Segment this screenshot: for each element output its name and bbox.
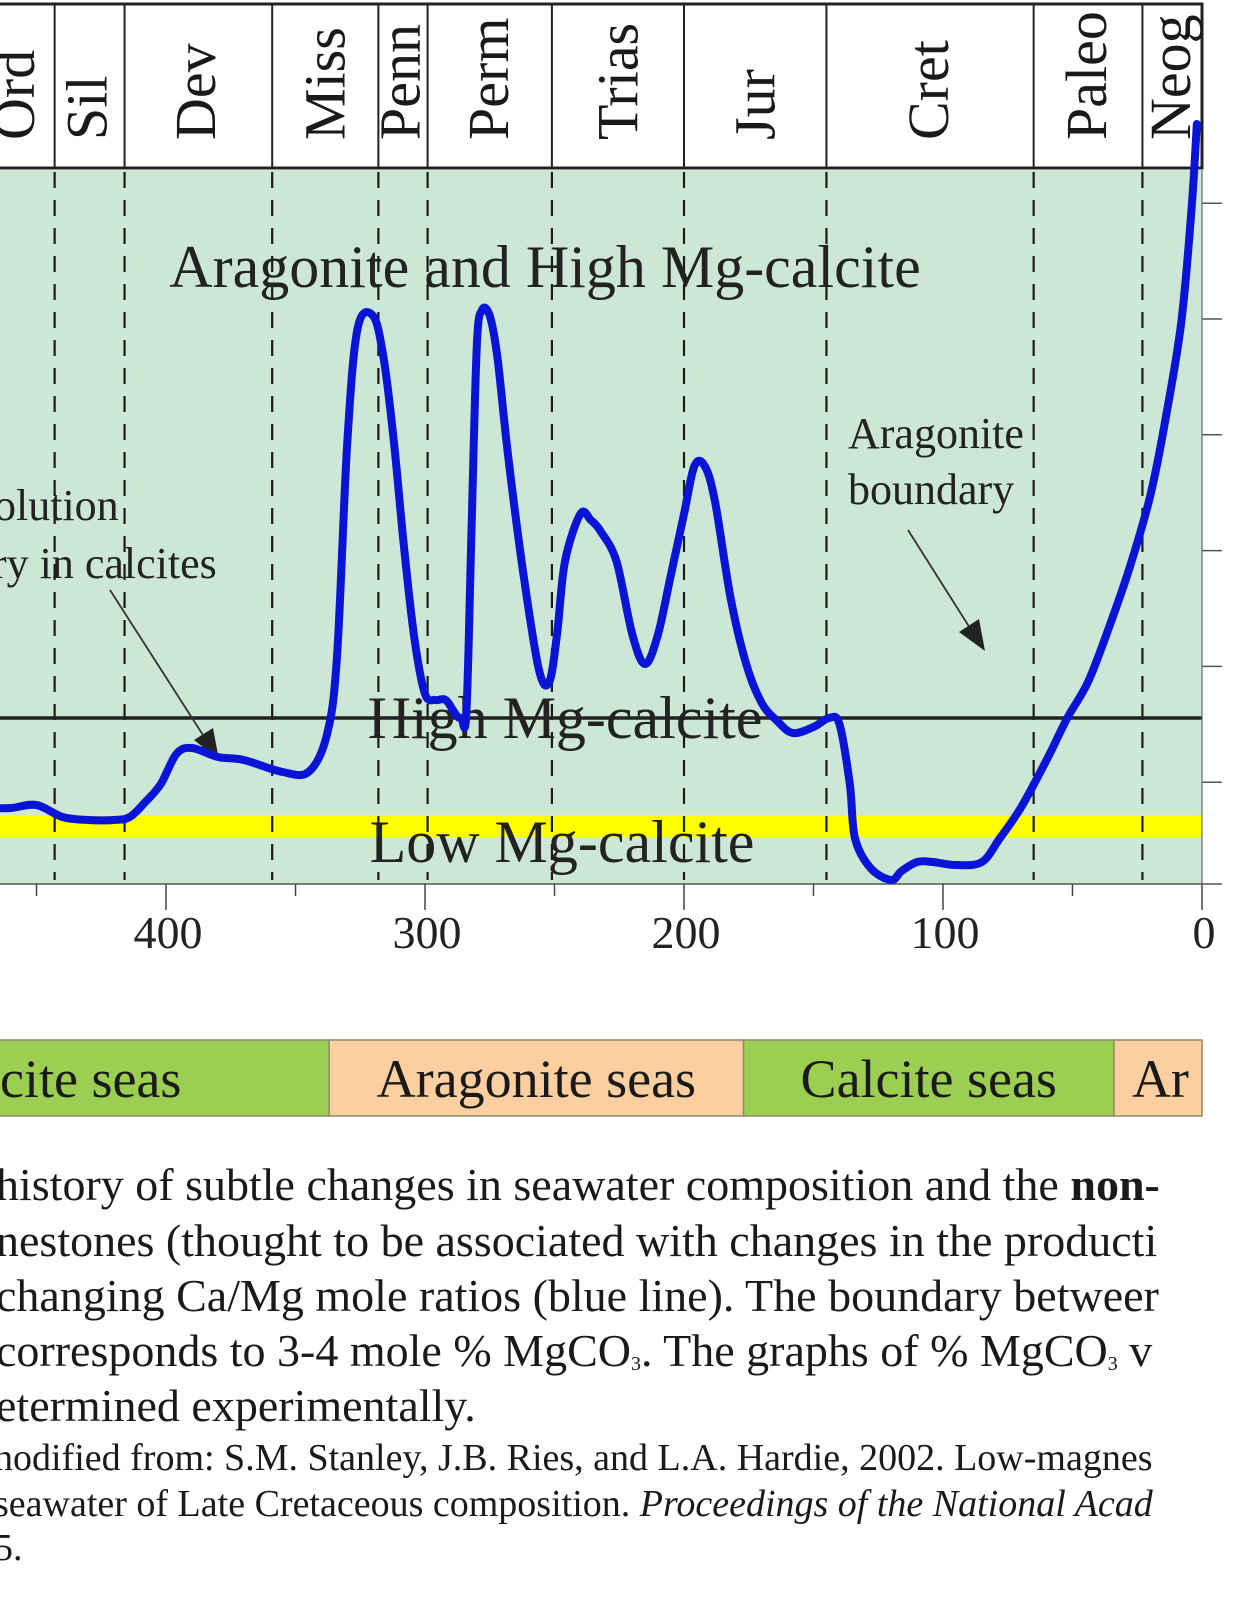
period-label-miss: Miss [293,27,358,140]
x-axis: 400 300 200 100 0 [0,170,1222,958]
region-label-aragonite-high-mg: Aragonite and High Mg-calcite [169,234,920,300]
caption-line-1: history of subtle changes in seawater co… [0,1160,1160,1210]
period-label-paleo: Paleo [1054,11,1119,140]
figure-caption: history of subtle changes in seawater co… [0,1160,1250,1600]
period-label-dev: Dev [163,43,228,140]
seas-band-label-2: Calcite seas [801,1049,1057,1109]
annotation-arrow-shaft-aragonite [907,529,976,637]
source-line-2-italic: Proceedings of the National Acad [639,1483,1153,1525]
seas-band-row: cite seas Aragonite seas Calcite seas Ar [0,1039,1203,1117]
source-line-2: seawater of Late Cretaceous composition.… [0,1482,1153,1526]
caption-line-4-sub1: 3 [630,1353,641,1375]
period-label-jur: Jur [723,69,788,140]
source-line-3: 5. [0,1527,23,1569]
region-label-low-mg: Low Mg-calcite [370,809,755,875]
seas-band-label-0: cite seas [0,1049,181,1109]
period-label-perm: Perm [456,18,521,140]
period-label-sil: Sil [54,76,119,141]
x-tick-label-200: 200 [652,907,721,958]
annotation-arrowhead-aragonite [959,619,985,651]
caption-line-4-c: v [1117,1325,1153,1376]
annotation-arrow-shaft-calcite [109,589,211,747]
seas-band-label-1: Aragonite seas [377,1049,696,1109]
caption-line-3: changing Ca/Mg mole ratios (blue line). … [0,1270,1159,1321]
caption-line-4-sub2: 3 [1107,1353,1118,1375]
x-tick-label-0: 0 [1193,907,1216,958]
source-line-2-text: seawater of Late Cretaceous composition. [0,1483,640,1525]
period-boundary-lines [53,172,1144,880]
seas-band-3 [1113,1039,1203,1117]
x-tick-label-300: 300 [393,907,462,958]
period-label-trias: Trias [585,23,650,140]
caption-line-4-a: corresponds to 3-4 mole % MgCO [0,1325,631,1376]
seas-band-0 [0,1039,330,1117]
period-label-penn: Penn [368,24,433,140]
caption-line-4: corresponds to 3-4 mole % MgCO3. The gra… [0,1326,1152,1389]
period-header: Ord Sil Dev Miss Penn Perm Trias Jur Cret Paleo Ne… [0,2,1204,170]
caption-line-4-b: . The graphs of % MgCO [640,1325,1108,1376]
seas-band-2 [742,1039,1115,1117]
ca-mg-ratio-line [0,120,1201,884]
x-tick-label-400: 400 [134,907,203,958]
period-label-ord: Ord [0,50,47,140]
caption-line-2: nestones (thought to be associated with … [0,1215,1158,1266]
annotations: olution ry in calcites Aragonite boundar… [0,409,1024,760]
annotation-calcite-solution-line2: ry in calcites [0,539,217,588]
annotation-calcite-solution-line1: olution [0,481,119,530]
caption-line-5: etermined experimentally. [0,1380,476,1431]
caption-line-1-text: history of subtle changes in seawater co… [0,1160,1071,1210]
period-label-cret: Cret [896,40,961,140]
source-line-1: nodified from: S.M. Stanley, J.B. Ries, … [0,1437,1153,1479]
annotation-aragonite-boundary-line2: boundary [848,465,1014,514]
period-label-neog: Neog [1138,14,1203,140]
high-low-mg-boundary-band [0,815,1202,837]
x-tick-label-100: 100 [911,907,980,958]
caption-line-1-bold: non- [1070,1160,1160,1210]
seas-band-1 [328,1039,745,1117]
seas-band-label-3: Ar [1132,1049,1189,1109]
ca-mg-history-chart: Ord Sil Dev Miss Penn Perm Trias Jur Cret Paleo Ne… [0,2,1222,1117]
period-header-frame [0,2,1204,170]
annotation-aragonite-boundary-line1: Aragonite [848,409,1024,458]
